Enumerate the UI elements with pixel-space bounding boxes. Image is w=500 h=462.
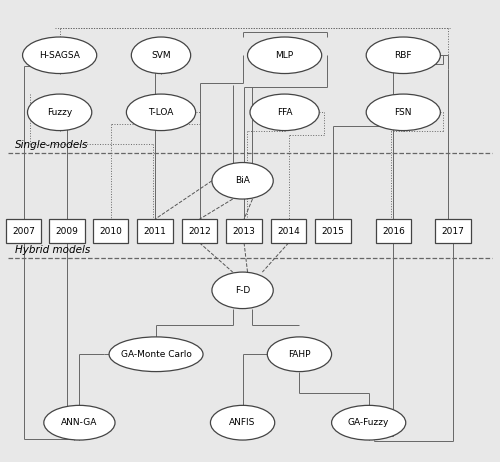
Ellipse shape [366,94,440,131]
Text: Hybrid models: Hybrid models [15,245,90,255]
Text: GA-Fuzzy: GA-Fuzzy [348,418,390,427]
FancyBboxPatch shape [138,219,173,243]
Text: 2015: 2015 [322,226,344,236]
Ellipse shape [210,405,274,440]
Text: ANN-GA: ANN-GA [61,418,98,427]
Text: T-LOA: T-LOA [148,108,174,117]
Text: ANFIS: ANFIS [230,418,256,427]
Text: Single-models: Single-models [15,140,88,150]
Ellipse shape [126,94,196,131]
FancyBboxPatch shape [435,219,470,243]
Text: 2013: 2013 [232,226,256,236]
Ellipse shape [212,163,273,199]
Text: F-D: F-D [235,286,250,295]
Text: 2009: 2009 [56,226,78,236]
Text: FSN: FSN [394,108,412,117]
Ellipse shape [44,405,115,440]
Ellipse shape [268,337,332,371]
Text: 2010: 2010 [99,226,122,236]
FancyBboxPatch shape [226,219,262,243]
FancyBboxPatch shape [93,219,128,243]
Ellipse shape [22,37,97,73]
Text: 2007: 2007 [12,226,35,236]
FancyBboxPatch shape [271,219,306,243]
Text: FAHP: FAHP [288,350,310,359]
Text: Fuzzy: Fuzzy [47,108,72,117]
Text: 2017: 2017 [442,226,464,236]
Ellipse shape [28,94,92,131]
Ellipse shape [132,37,190,73]
Ellipse shape [250,94,319,131]
FancyBboxPatch shape [316,219,351,243]
Ellipse shape [332,405,406,440]
Text: 2014: 2014 [277,226,300,236]
Ellipse shape [109,337,203,371]
Text: FFA: FFA [277,108,292,117]
Text: H-SAGSA: H-SAGSA [39,51,80,60]
Ellipse shape [366,37,440,73]
Text: SVM: SVM [151,51,171,60]
Ellipse shape [212,272,273,309]
FancyBboxPatch shape [6,219,42,243]
Text: BiA: BiA [235,176,250,185]
Text: 2016: 2016 [382,226,405,236]
FancyBboxPatch shape [182,219,218,243]
Text: 2011: 2011 [144,226,167,236]
Text: RBF: RBF [394,51,412,60]
FancyBboxPatch shape [50,219,85,243]
Text: MLP: MLP [276,51,293,60]
FancyBboxPatch shape [376,219,411,243]
Ellipse shape [248,37,322,73]
Text: GA-Monte Carlo: GA-Monte Carlo [120,350,192,359]
Text: 2012: 2012 [188,226,211,236]
